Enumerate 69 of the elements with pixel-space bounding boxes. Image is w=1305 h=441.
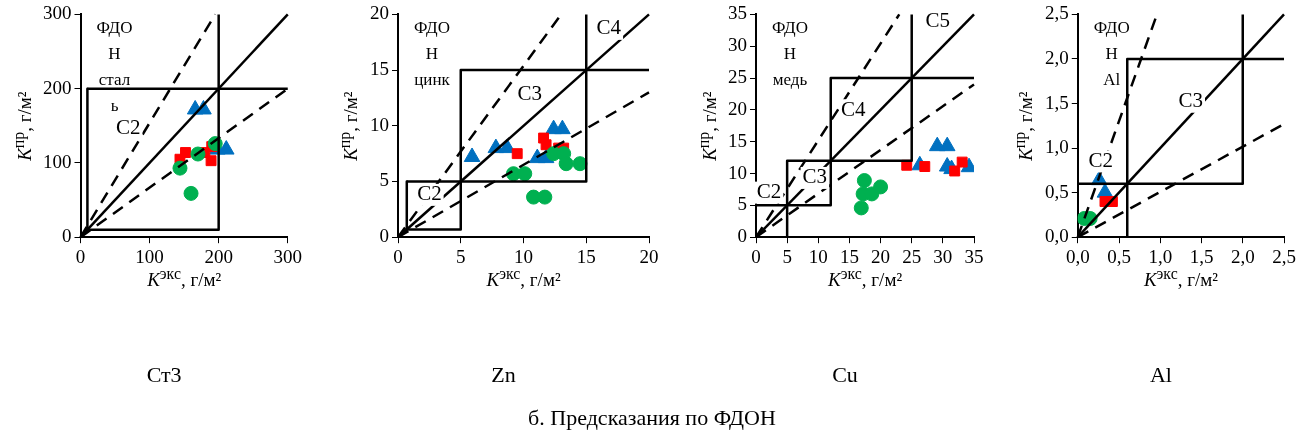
x-tick-label: 15 bbox=[576, 245, 596, 267]
text: Ст3 bbox=[146, 362, 182, 388]
annotation: C2 bbox=[417, 181, 442, 206]
y-tick-label: 10 bbox=[370, 113, 389, 135]
annotation: C3 bbox=[517, 81, 543, 106]
y-tick-label: 5 bbox=[379, 169, 389, 191]
x-tick-label: 2,5 bbox=[1272, 245, 1296, 267]
x-axis-title: K$^{экс}$, г/м² bbox=[1143, 265, 1218, 292]
y-tick-label: 30 bbox=[728, 34, 747, 56]
x-axis-title: K$^{экс}$, г/м² bbox=[486, 265, 561, 292]
y-tick-label: 10 bbox=[728, 161, 747, 183]
x-tick-label: 1,0 bbox=[1148, 245, 1173, 267]
y-tick-label: 0,5 bbox=[1045, 180, 1069, 202]
x-tick-label: 0 bbox=[75, 245, 86, 267]
x-tick-label: 0 bbox=[751, 245, 761, 267]
y-tick-label: 1,5 bbox=[1045, 91, 1069, 113]
y-tick-label: 300 bbox=[43, 2, 72, 24]
y-tick-label: 0 bbox=[379, 225, 389, 247]
y-tick-label: 0 bbox=[62, 225, 72, 247]
text: Cu bbox=[832, 362, 858, 388]
x-tick-label: 10 bbox=[514, 245, 533, 267]
annotation: C2 bbox=[115, 114, 141, 139]
x-tick-label: 2,0 bbox=[1230, 245, 1255, 267]
annotation: ФДОН медь bbox=[772, 17, 808, 89]
annotation: C4 bbox=[596, 15, 622, 40]
x-tick-label: 5 bbox=[456, 245, 466, 267]
y-tick-label: 100 bbox=[43, 150, 72, 172]
x-axis-title: K$^{экс}$, г/м² bbox=[147, 265, 222, 292]
y-tick-label: 0,0 bbox=[1045, 225, 1069, 247]
y-tick-label: 1,0 bbox=[1045, 136, 1069, 158]
annotation: ФДОН сталь bbox=[96, 17, 133, 115]
x-tick-label: 1,5 bbox=[1189, 245, 1214, 267]
annotation: C5 bbox=[925, 8, 951, 33]
y-tick-label: 2,0 bbox=[1045, 46, 1069, 68]
y-tick-label: 0 bbox=[737, 225, 747, 247]
y-tick-label: 15 bbox=[728, 129, 747, 151]
y-tick-label: 200 bbox=[43, 76, 72, 98]
annotation: ФДОН цинк bbox=[414, 17, 451, 89]
annotation: C4 bbox=[840, 96, 866, 121]
annotation: C3 bbox=[1178, 88, 1204, 113]
x-tick-label: 200 bbox=[204, 245, 233, 267]
x-tick-label: 0 bbox=[393, 245, 403, 267]
x-tick-label: 300 bbox=[273, 245, 302, 267]
x-tick-label: 15 bbox=[839, 245, 859, 267]
y-tick-label: 20 bbox=[370, 2, 389, 24]
annotation: ФДОН Al bbox=[1093, 17, 1130, 89]
y-tick-label: 20 bbox=[728, 97, 747, 119]
x-tick-label: 100 bbox=[135, 245, 164, 267]
text: б. Предсказания по ФДОН bbox=[528, 405, 776, 431]
x-tick-label: 20 bbox=[871, 245, 891, 267]
y-tick-label: 5 bbox=[737, 193, 747, 215]
text: Al bbox=[1149, 362, 1172, 388]
annotation: C2 bbox=[756, 179, 782, 204]
y-tick-label: 2,5 bbox=[1045, 2, 1069, 24]
x-tick-label: 30 bbox=[933, 245, 953, 267]
x-axis-title: K$^{экс}$, г/м² bbox=[828, 265, 903, 292]
annotation: C3 bbox=[802, 164, 828, 189]
x-tick-label: 0,0 bbox=[1065, 245, 1090, 267]
x-tick-label: 0,5 bbox=[1107, 245, 1131, 267]
x-tick-label: 25 bbox=[902, 245, 922, 267]
x-tick-label: 20 bbox=[639, 245, 659, 267]
x-tick-label: 5 bbox=[782, 245, 792, 267]
annotation: C2 bbox=[1088, 147, 1114, 172]
y-tick-label: 15 bbox=[370, 58, 389, 80]
y-tick-label: 35 bbox=[728, 2, 747, 24]
x-tick-label: 35 bbox=[964, 245, 984, 267]
y-tick-label: 25 bbox=[728, 66, 747, 88]
x-tick-label: 10 bbox=[808, 245, 828, 267]
text: Zn bbox=[491, 362, 516, 388]
